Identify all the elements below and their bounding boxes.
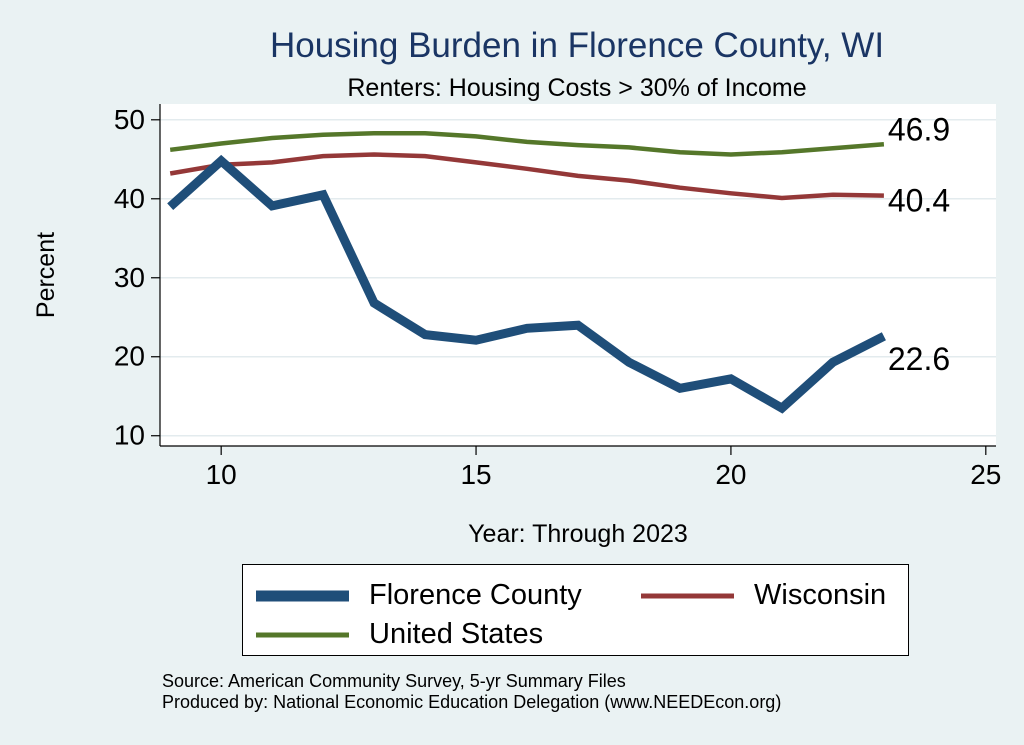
produced-by-line: Produced by: National Economic Education… — [162, 692, 782, 712]
series-line-united-states — [169, 130, 885, 157]
legend-swatch-united-states — [256, 632, 349, 637]
plot-area — [160, 104, 996, 446]
x-tick-label-10: 10 — [206, 459, 237, 490]
source-line: Source: American Community Survey, 5-yr … — [162, 671, 626, 691]
legend-item-united-states: United States — [256, 618, 543, 651]
series-lines — [167, 130, 886, 414]
series-line-florence-county — [167, 154, 886, 414]
end-label-wisconsin: 40.4 — [888, 183, 950, 219]
y-tick-label-50: 50 — [114, 104, 145, 135]
x-tick-label-15: 15 — [460, 459, 491, 490]
chart-title: Housing Burden in Florence County, WI — [269, 26, 885, 65]
legend-item-wisconsin: Wisconsin — [641, 579, 886, 612]
y-tick-label-20: 20 — [114, 341, 145, 372]
legend: Florence County Wisconsin United States — [242, 564, 909, 656]
axes: 10 20 30 40 50 10 15 20 25 — [114, 104, 1002, 490]
end-label-florence-county: 22.6 — [888, 341, 950, 377]
chart-subtitle: Renters: Housing Costs > 30% of Income — [347, 74, 807, 102]
y-axis-label: Percent — [32, 232, 60, 318]
series-line-wisconsin — [169, 152, 884, 201]
legend-label-wisconsin: Wisconsin — [754, 579, 887, 611]
end-labels: 22.6 40.4 46.9 — [888, 111, 950, 377]
x-tick-label-25: 25 — [970, 459, 1001, 490]
end-label-united-states: 46.9 — [888, 111, 950, 147]
y-tick-label-40: 40 — [114, 183, 145, 214]
legend-label-united-states: United States — [369, 618, 544, 650]
legend-swatch-florence-county — [256, 590, 349, 601]
x-axis-label: Year: Through 2023 — [468, 520, 688, 548]
legend-label-florence-county: Florence County — [369, 579, 582, 611]
y-tick-label-10: 10 — [114, 420, 145, 451]
source-note: Source: American Community Survey, 5-yr … — [162, 671, 781, 713]
x-tick-label-20: 20 — [715, 459, 746, 490]
gridlines — [160, 119, 996, 437]
legend-swatch-wisconsin — [641, 593, 734, 598]
y-tick-label-30: 30 — [114, 262, 145, 293]
legend-item-florence-county: Florence County — [256, 579, 582, 612]
